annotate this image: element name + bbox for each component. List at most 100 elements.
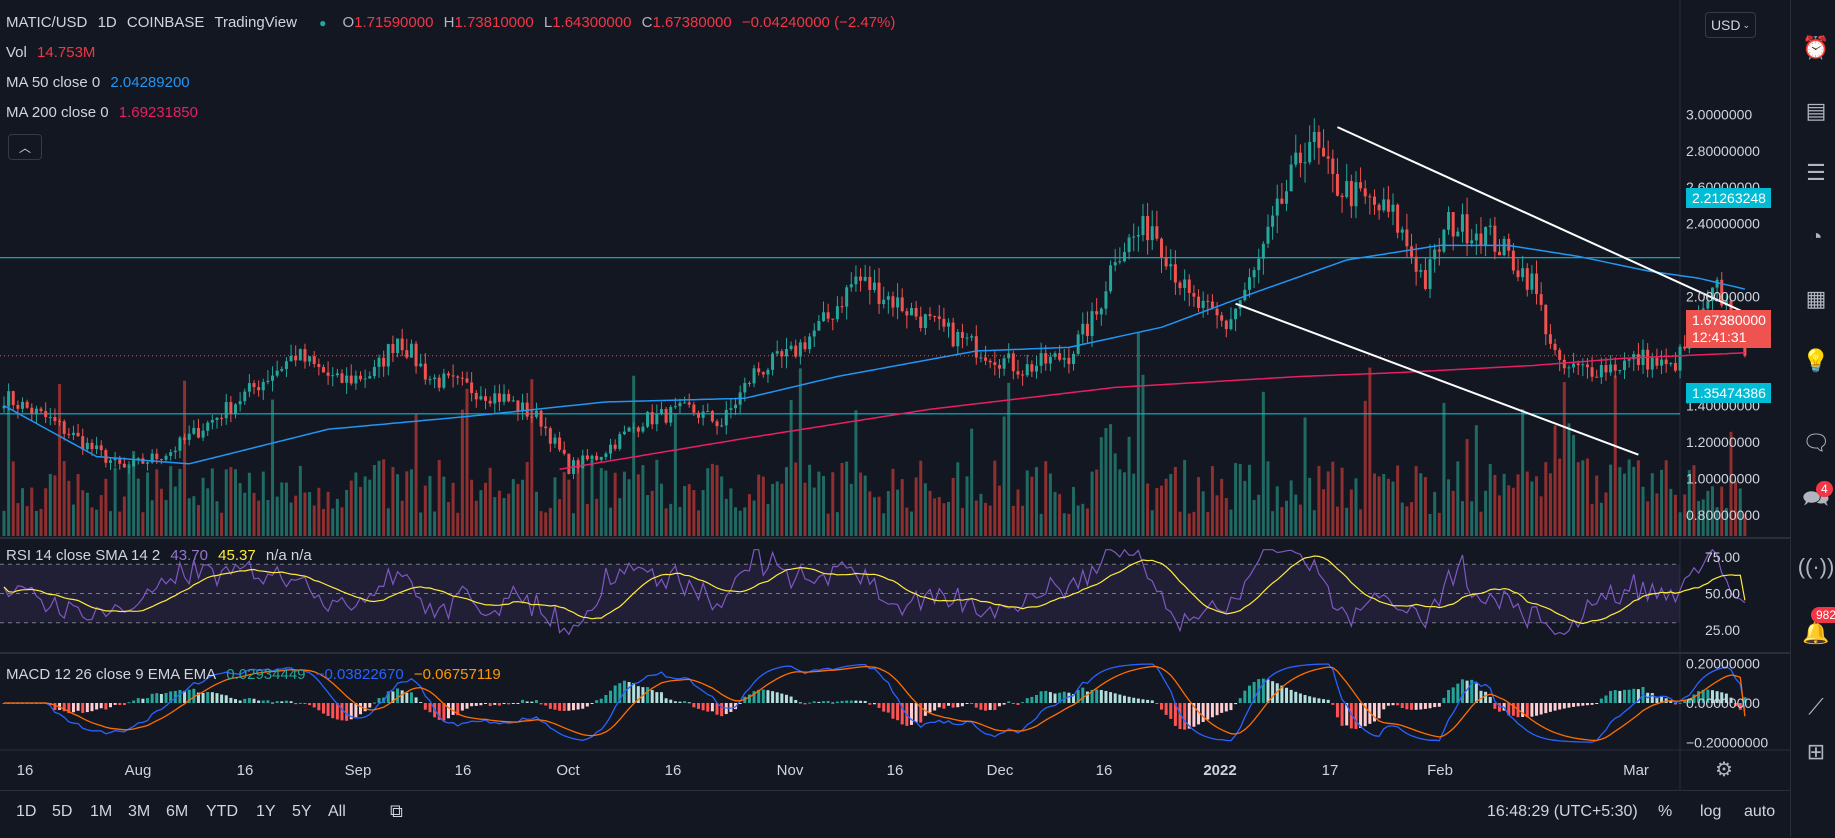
candle-body: [58, 421, 62, 423]
macd-hist-bar: [937, 703, 941, 708]
symbol-name[interactable]: MATIC/USD: [6, 14, 88, 31]
volume-bar: [692, 490, 696, 536]
volume-bar: [1183, 460, 1187, 536]
grid-icon[interactable]: ⊞: [1806, 739, 1826, 764]
volume-bar: [127, 464, 131, 536]
range-1d-button[interactable]: 1D: [16, 803, 37, 820]
candle-body: [113, 457, 117, 461]
settings-gear-icon[interactable]: ⚙: [1715, 759, 1733, 781]
macd-hist-bar: [1585, 703, 1589, 706]
date-range-icon[interactable]: ⧉: [390, 801, 403, 821]
candle-body: [1428, 259, 1432, 289]
auto-toggle[interactable]: auto: [1744, 803, 1776, 820]
volume-bar: [423, 485, 427, 536]
candle-body: [1076, 334, 1080, 354]
range-3m-button[interactable]: 3M: [128, 803, 151, 820]
candle-body: [1085, 323, 1089, 337]
clock-timezone[interactable]: 16:48:29 (UTC+5:30): [1487, 803, 1638, 820]
candle-body: [377, 357, 381, 367]
volume-bar: [1298, 504, 1302, 536]
macd-tick-label: −0.20000000: [1686, 734, 1768, 750]
currency-button[interactable]: USD ⌄: [1705, 12, 1756, 38]
candle-body: [1410, 246, 1414, 257]
volume-bar: [942, 503, 946, 536]
volume-bar: [627, 479, 631, 536]
collapse-legend-button[interactable]: ︿: [8, 134, 42, 160]
volume-bar: [1109, 424, 1113, 536]
macd-hist-bar: [585, 703, 589, 707]
macd-hist-bar: [1428, 703, 1432, 709]
ma50-legend[interactable]: MA 50 close 0 2.04289200: [6, 74, 196, 91]
candle-body: [1423, 270, 1427, 289]
volume-bar: [1247, 464, 1251, 536]
macd-hist-bar: [1081, 687, 1085, 703]
news-icon[interactable]: ▤: [1805, 98, 1827, 123]
volume-bar: [169, 466, 173, 536]
range-6m-button[interactable]: 6M: [166, 803, 189, 820]
high-value: 1.73810000: [454, 14, 534, 31]
macd-hist-bar: [590, 703, 594, 704]
macd-hist-bar: [1141, 699, 1145, 703]
hotlist-icon[interactable]: ◔: [1809, 224, 1823, 249]
candle-body: [1525, 268, 1529, 290]
macd-hist-bar: [456, 703, 460, 716]
notifications-icon[interactable]: 🔔: [1802, 620, 1830, 645]
volume-bar: [738, 510, 742, 536]
rsi-tick-label: 50.00: [1705, 586, 1740, 602]
volume-legend[interactable]: Vol 14.753M: [6, 44, 101, 61]
alarm-clock-icon[interactable]: ⏰: [1802, 35, 1830, 60]
macd-hist-bar: [196, 692, 200, 703]
calendar-icon[interactable]: ▦: [1805, 286, 1827, 311]
candle-body: [1104, 291, 1108, 309]
candle-body: [437, 377, 441, 388]
high-label: H: [443, 14, 455, 31]
streams-icon[interactable]: ((·)): [1797, 554, 1835, 579]
range-5d-button[interactable]: 5D: [52, 803, 73, 820]
range-1m-button[interactable]: 1M: [90, 803, 113, 820]
volume-bar: [1521, 409, 1525, 536]
macd-hist-bar: [382, 697, 386, 703]
watchlist-icon[interactable]: ☰: [1806, 160, 1826, 185]
candle-body: [206, 422, 210, 431]
candle-body: [1039, 353, 1043, 366]
range-all-button[interactable]: All: [328, 803, 346, 820]
macd-hist-bar: [76, 703, 80, 711]
range-ytd-button[interactable]: YTD: [206, 803, 238, 820]
volume-bar: [812, 487, 816, 536]
volume-bar: [1447, 479, 1451, 536]
candle-body: [451, 375, 455, 377]
volume-bar: [817, 471, 821, 536]
volume-bar: [622, 471, 626, 536]
percent-toggle[interactable]: %: [1658, 803, 1673, 820]
macd-hist-bar: [1525, 703, 1529, 718]
candle-body: [187, 433, 191, 440]
rsi-legend[interactable]: RSI 14 close SMA 14 2 43.70 45.37 n/a n/…: [6, 547, 318, 564]
candle-body: [1590, 367, 1594, 377]
macd-hist-bar: [678, 701, 682, 703]
range-1y-button[interactable]: 1Y: [256, 803, 276, 820]
macd-legend[interactable]: MACD 12 26 close 9 EMA EMA 0.02934449 −0…: [6, 666, 507, 683]
support-price-tag: 1.35474386: [1686, 383, 1771, 403]
chart-icon[interactable]: ⟋: [1808, 694, 1824, 719]
chat-icon[interactable]: 🗨: [1802, 430, 1830, 455]
macd-hist-bar: [442, 703, 446, 721]
volume-bar: [1558, 458, 1562, 536]
open-label: O: [342, 14, 355, 31]
range-5y-button[interactable]: 5Y: [292, 803, 312, 820]
candle-body: [488, 400, 492, 404]
ma200-legend[interactable]: MA 200 close 0 1.69231850: [6, 104, 204, 121]
candle-body: [641, 426, 645, 432]
lightbulb-icon[interactable]: 💡: [1802, 348, 1830, 373]
macd-hist-bar: [437, 703, 441, 720]
volume-bar: [1294, 494, 1298, 536]
volume-bar: [1599, 502, 1603, 536]
candle-body: [1178, 282, 1182, 288]
candle-body: [261, 381, 265, 391]
macd-hist-bar: [1289, 689, 1293, 703]
candle-body: [1447, 212, 1451, 230]
volume-bar: [1590, 503, 1594, 536]
log-toggle[interactable]: log: [1700, 803, 1722, 820]
volume-bar: [960, 508, 964, 536]
